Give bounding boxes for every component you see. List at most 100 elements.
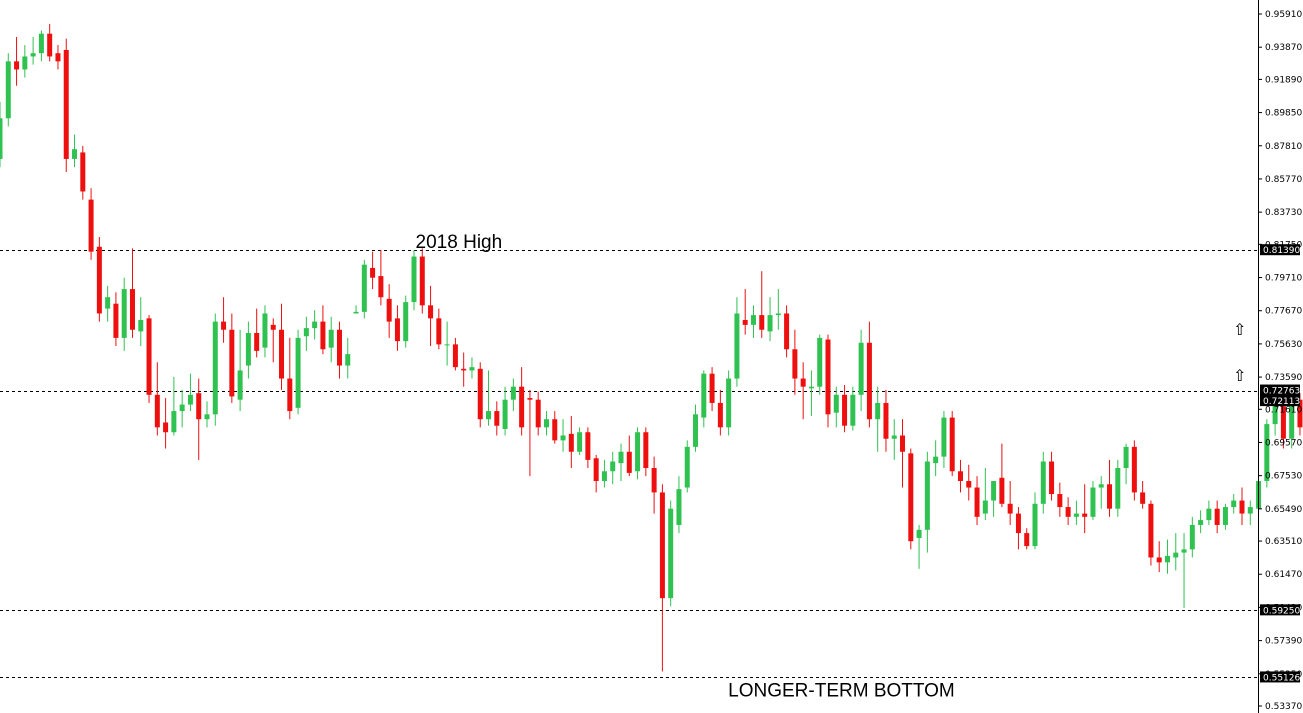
candle (295, 329, 301, 415)
candle-body (535, 399, 541, 428)
candle (618, 443, 624, 482)
candle (1198, 510, 1204, 534)
candle-body (237, 370, 243, 400)
axis-tick-label: 0.89850 (1265, 109, 1302, 119)
candle-body (734, 313, 740, 379)
candle (312, 310, 318, 340)
candle (734, 297, 740, 387)
candle-body (1007, 503, 1013, 514)
candle (47, 23, 53, 62)
candle (237, 329, 243, 412)
candle (204, 401, 210, 428)
candle (651, 456, 657, 514)
candle-body (63, 49, 69, 159)
candle-body (1115, 468, 1121, 509)
annotation-label: LONGER-TERM BOTTOM (728, 680, 955, 701)
candle-body (949, 417, 955, 472)
candle (419, 248, 425, 314)
candle-body (784, 313, 790, 350)
candle-body (403, 302, 409, 342)
candle (933, 440, 939, 477)
candle-body (610, 461, 616, 472)
candle-body (593, 458, 599, 482)
candle-body (1015, 513, 1021, 534)
axis-tick-label: 0.57390 (1265, 637, 1302, 647)
candle-body (941, 417, 947, 457)
candle-body (1148, 503, 1154, 558)
candle-body (833, 394, 839, 413)
candle (486, 370, 492, 426)
price-tag: 0.72113 (1260, 395, 1300, 407)
candle (891, 419, 897, 460)
candle-body (1231, 500, 1237, 508)
axis-tick-label: 0.93870 (1265, 43, 1302, 53)
candle (270, 318, 276, 363)
price-tag-bg (1260, 395, 1300, 407)
candle (411, 250, 417, 311)
candle-body (361, 264, 367, 312)
candle (519, 367, 525, 436)
candle-body (270, 324, 276, 330)
candle (353, 305, 359, 314)
candle-body (1247, 507, 1253, 514)
candle (96, 237, 102, 322)
axis-tick-label: 0.87810 (1265, 142, 1302, 152)
candle (55, 45, 61, 70)
candle (1107, 459, 1113, 517)
axis-tick-label: 0.73590 (1265, 373, 1302, 383)
candle-body (510, 386, 516, 400)
candle-body (908, 453, 914, 542)
candle-body (1164, 555, 1170, 563)
candle (601, 459, 607, 488)
price-tag-label: 0.72113 (1263, 397, 1300, 407)
candle (991, 481, 997, 517)
candle-body (279, 329, 285, 379)
candle (121, 277, 127, 351)
candle-body (817, 337, 823, 387)
candle (436, 308, 442, 350)
candle (900, 419, 906, 488)
candle (510, 378, 516, 412)
candle-body (858, 342, 864, 395)
candle-body (1123, 446, 1129, 469)
candle (461, 352, 467, 387)
candle-body (792, 349, 798, 379)
candle (833, 386, 839, 428)
candle-body (1181, 549, 1187, 553)
candle (1239, 487, 1245, 525)
axis-tick-label: 0.83730 (1265, 208, 1302, 218)
candle (1032, 492, 1038, 550)
price-tag: 0.72763 (1260, 384, 1300, 397)
candle-body (370, 267, 376, 278)
price-tag-label: 0.59250 (1263, 606, 1300, 616)
candle (38, 30, 44, 62)
candle-body (96, 246, 102, 314)
price-tag-bg (1260, 244, 1300, 256)
candle-body (1272, 406, 1278, 425)
axis-tick-label: 0.95910 (1265, 10, 1302, 20)
candle (842, 385, 848, 433)
candle-body (1049, 461, 1055, 495)
candle (262, 305, 268, 358)
candle (1024, 528, 1030, 550)
candle (386, 284, 392, 338)
candle (1115, 459, 1121, 517)
candle (88, 188, 94, 260)
axis-tick-label: 0.77670 (1265, 307, 1302, 317)
up-arrow-icon: ⇧ (1233, 320, 1246, 339)
candle-body (618, 451, 624, 464)
candle-body (1098, 484, 1104, 488)
candle (966, 464, 972, 501)
candle-body (933, 456, 939, 464)
candle (684, 440, 690, 493)
candle (1214, 500, 1220, 534)
candle-body (1198, 520, 1204, 525)
candle-body (320, 321, 326, 350)
candle-body (1024, 533, 1030, 547)
candles (0, 23, 1303, 672)
candle (1148, 500, 1154, 566)
candle (138, 297, 144, 347)
candle-body (1090, 487, 1096, 517)
candle-body (1289, 399, 1295, 439)
candle (171, 376, 177, 436)
